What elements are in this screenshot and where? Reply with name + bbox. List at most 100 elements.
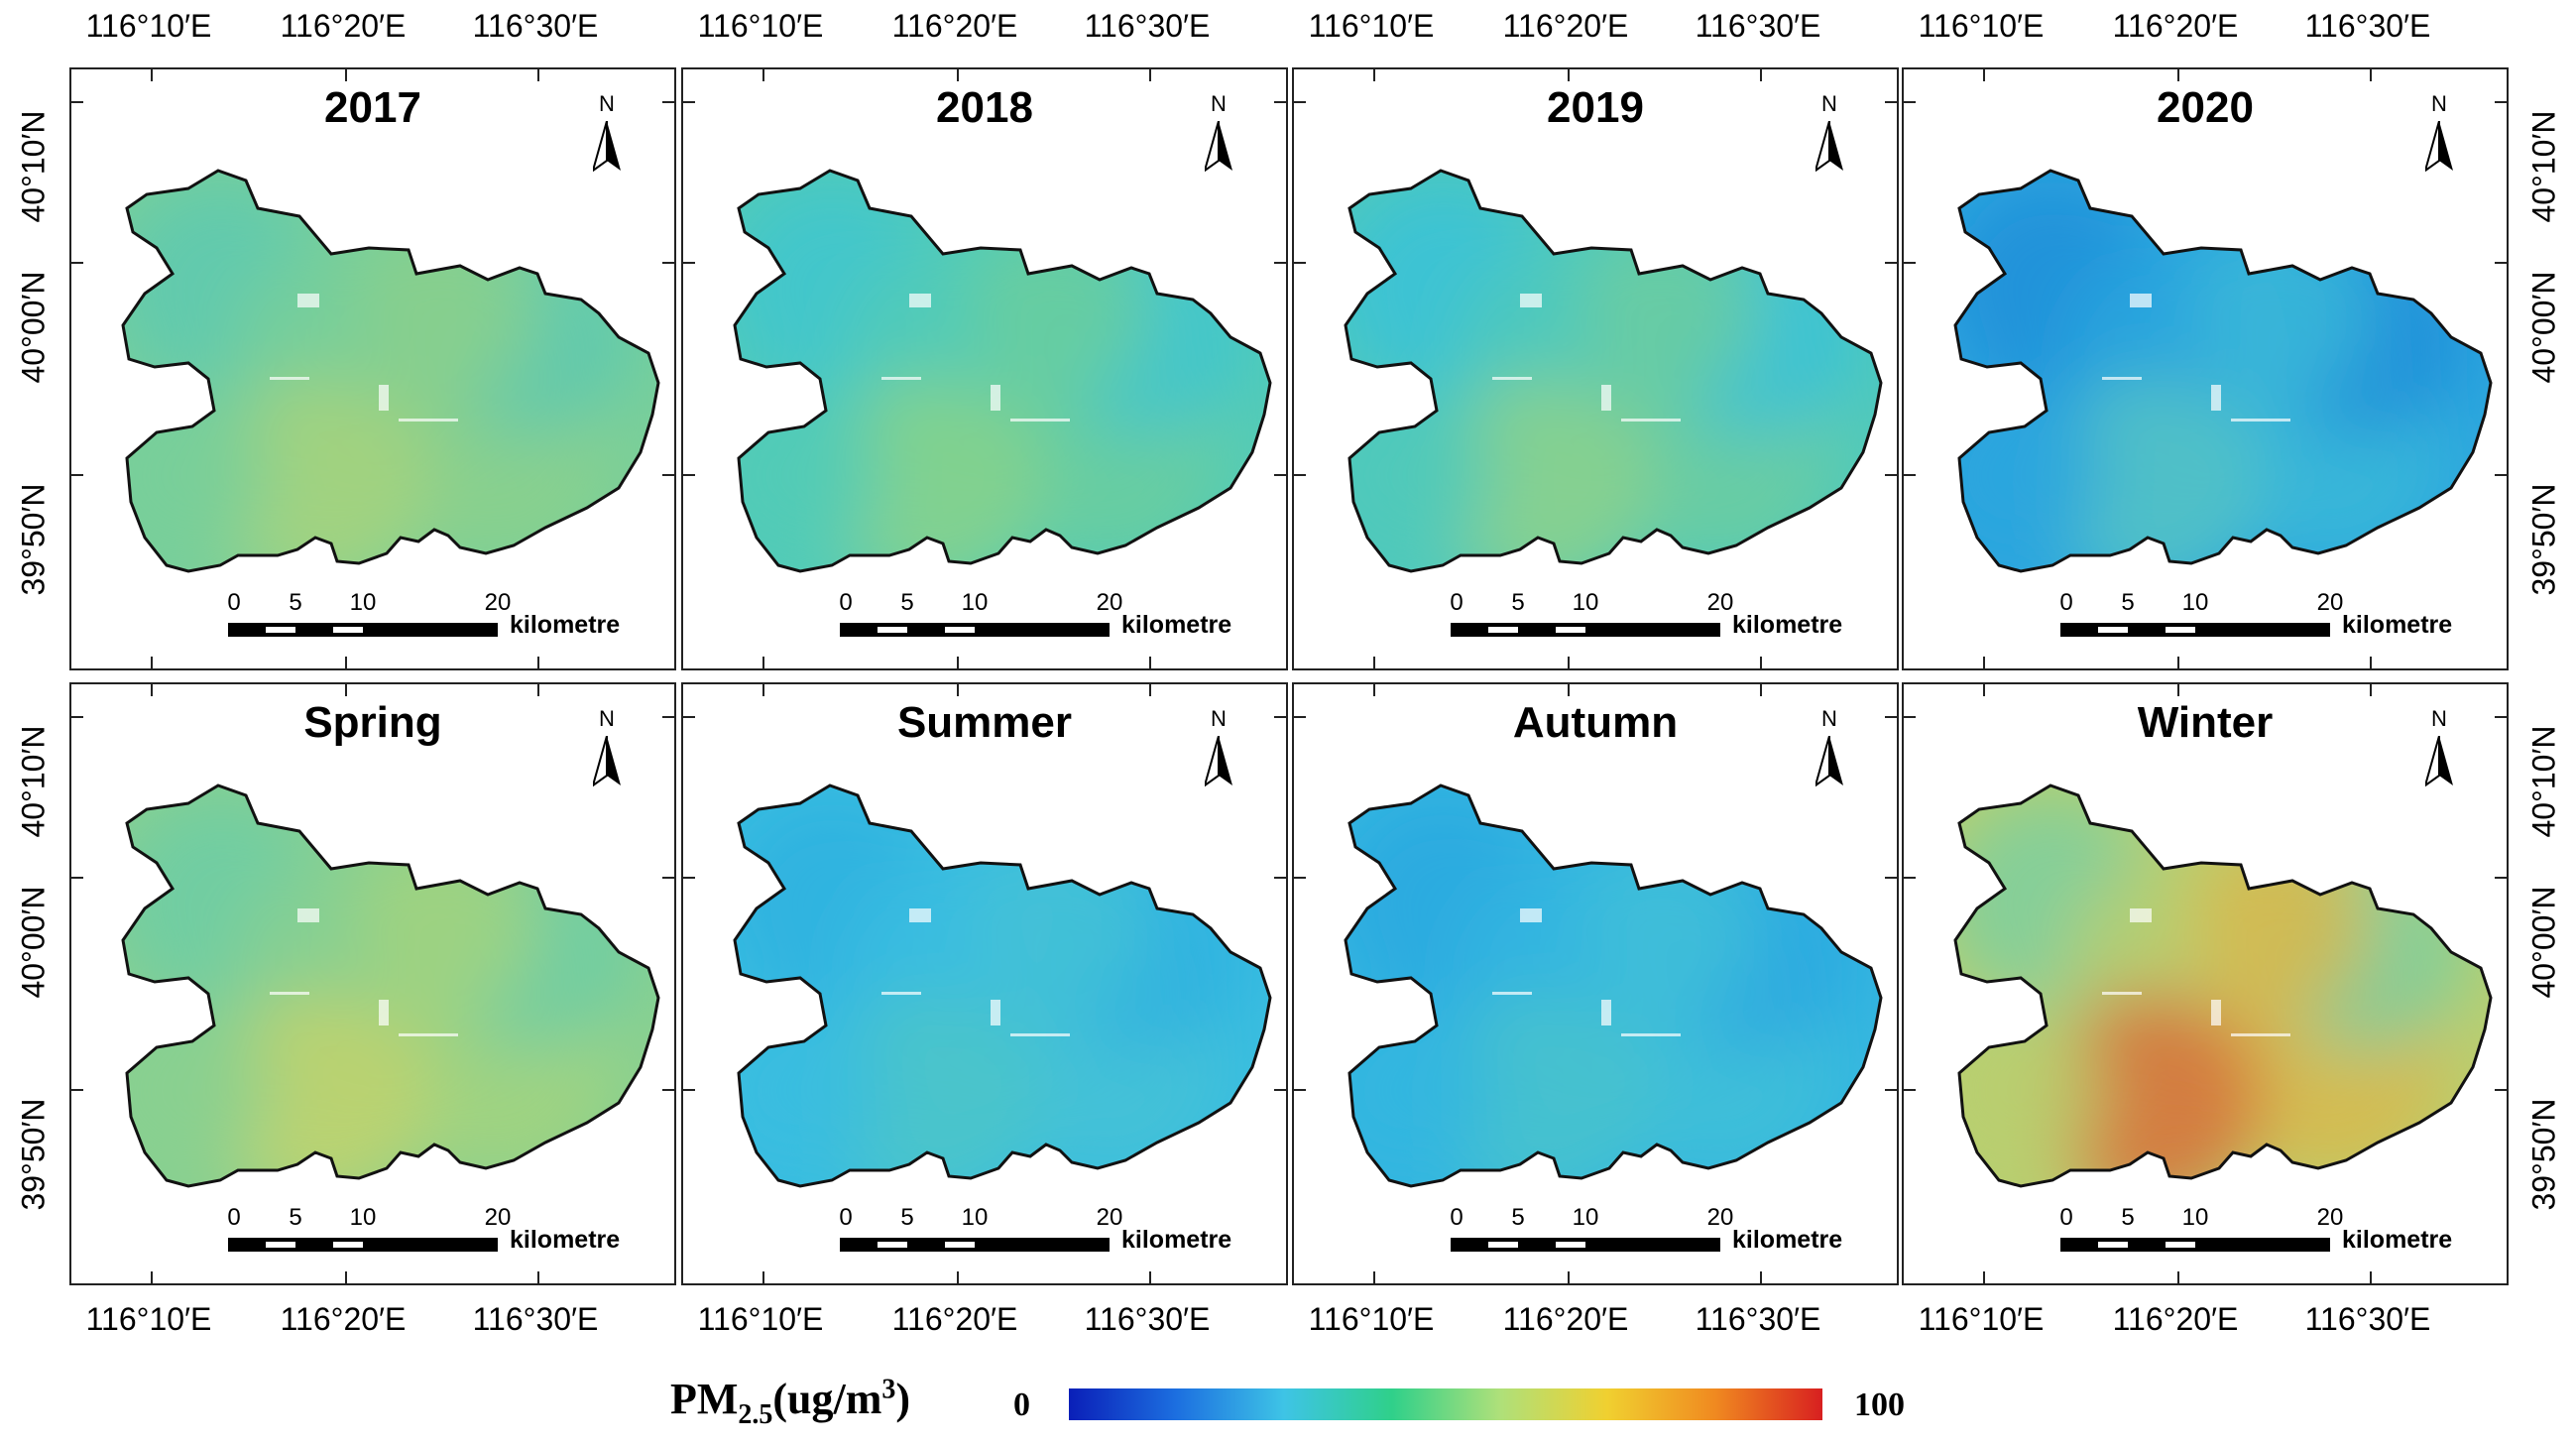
left-latitude-label: 40°10′N bbox=[15, 110, 52, 223]
legend-min-label: 0 bbox=[1013, 1387, 1030, 1423]
map-panel-winter: Winter N 0 5 10 20 kilometre bbox=[1902, 682, 2509, 1285]
top-longitude-label: 116°10′E bbox=[85, 8, 212, 44]
frame-tick bbox=[71, 474, 83, 476]
bottom-longitude-label: 116°30′E bbox=[472, 1301, 599, 1337]
scale-bar: 0 5 10 20 kilometre bbox=[227, 1204, 620, 1254]
scale-tick-label: 10 bbox=[349, 589, 377, 616]
frame-tick bbox=[762, 69, 764, 81]
frame-tick bbox=[1149, 657, 1151, 668]
scale-tick-label: 5 bbox=[900, 589, 914, 616]
frame-tick bbox=[1274, 262, 1286, 264]
frame-tick bbox=[1568, 684, 1570, 696]
frame-tick bbox=[1760, 657, 1762, 668]
frame-tick bbox=[1904, 877, 1916, 879]
top-longitude-label: 116°10′E bbox=[697, 8, 824, 44]
frame-tick bbox=[1885, 877, 1897, 879]
scale-tick-label: 0 bbox=[2059, 589, 2073, 616]
frame-tick bbox=[2177, 684, 2179, 696]
frame-tick bbox=[662, 877, 674, 879]
frame-tick bbox=[2370, 1271, 2372, 1283]
frame-tick bbox=[2495, 474, 2507, 476]
north-arrow-icon: N bbox=[2419, 91, 2459, 190]
scale-unit-label: kilometre bbox=[510, 611, 621, 639]
north-label: N bbox=[1821, 706, 1837, 731]
panel-title: Summer bbox=[896, 698, 1073, 747]
panel-title: 2020 bbox=[2157, 83, 2254, 132]
frame-tick bbox=[1885, 716, 1897, 718]
scale-tick-label: 0 bbox=[227, 589, 241, 616]
frame-tick bbox=[957, 684, 959, 696]
frame-tick bbox=[1885, 101, 1897, 103]
scale-tick-label: 5 bbox=[289, 589, 302, 616]
region-boundary bbox=[1344, 784, 1883, 1188]
scale-unit-label: kilometre bbox=[510, 1226, 621, 1254]
top-longitude-label: 116°30′E bbox=[1084, 8, 1211, 44]
frame-tick bbox=[1373, 684, 1375, 696]
frame-tick bbox=[345, 1271, 347, 1283]
region-map bbox=[1953, 784, 2493, 1188]
frame-tick bbox=[2370, 69, 2372, 81]
right-latitude-label: 40°00′N bbox=[2525, 271, 2562, 384]
bottom-longitude-label: 116°30′E bbox=[1084, 1301, 1211, 1337]
scale-tick-label: 5 bbox=[1511, 1204, 1525, 1231]
north-label: N bbox=[2431, 706, 2447, 731]
frame-tick bbox=[151, 69, 153, 81]
frame-tick bbox=[1294, 101, 1306, 103]
north-label: N bbox=[1211, 706, 1227, 731]
bottom-longitude-label: 116°20′E bbox=[891, 1301, 1018, 1337]
scale-tick-label: 5 bbox=[1511, 589, 1525, 616]
north-label: N bbox=[1211, 91, 1227, 116]
scale-bar: 0 5 10 20 kilometre bbox=[1450, 1204, 1842, 1254]
frame-tick bbox=[683, 1089, 695, 1091]
top-longitude-label: 116°20′E bbox=[2112, 8, 2239, 44]
frame-tick bbox=[957, 69, 959, 81]
frame-tick bbox=[71, 877, 83, 879]
frame-tick bbox=[1294, 877, 1306, 879]
scale-tick-label: 0 bbox=[227, 1204, 241, 1231]
frame-tick bbox=[1149, 1271, 1151, 1283]
scale-tick-label: 0 bbox=[2059, 1204, 2073, 1231]
scale-tick-label: 20 bbox=[1706, 1204, 1734, 1231]
scale-tick-label: 10 bbox=[1572, 1204, 1599, 1231]
scale-bar: 0 5 10 20 kilometre bbox=[2059, 1204, 2452, 1254]
frame-tick bbox=[683, 474, 695, 476]
frame-tick bbox=[2495, 877, 2507, 879]
top-longitude-label: 116°10′E bbox=[1918, 8, 2045, 44]
region-map bbox=[733, 169, 1272, 573]
top-longitude-label: 116°10′E bbox=[1308, 8, 1435, 44]
frame-tick bbox=[1274, 101, 1286, 103]
frame-tick bbox=[1983, 657, 1985, 668]
map-panel-2020: 2020 N 0 5 10 20 kilometre bbox=[1902, 67, 2509, 670]
frame-tick bbox=[683, 101, 695, 103]
frame-tick bbox=[1983, 1271, 1985, 1283]
frame-tick bbox=[1373, 657, 1375, 668]
panel-title: 2018 bbox=[936, 83, 1033, 132]
frame-tick bbox=[1760, 1271, 1762, 1283]
frame-tick bbox=[683, 716, 695, 718]
frame-tick bbox=[2370, 684, 2372, 696]
region-map bbox=[733, 784, 1272, 1188]
frame-tick bbox=[1983, 69, 1985, 81]
panel-title: Autumn bbox=[1512, 698, 1679, 747]
north-arrow-icon: N bbox=[1199, 91, 1238, 190]
frame-tick bbox=[345, 69, 347, 81]
frame-tick bbox=[762, 657, 764, 668]
right-latitude-label: 40°00′N bbox=[2525, 886, 2562, 999]
scale-tick-label: 10 bbox=[961, 589, 989, 616]
scale-tick-label: 5 bbox=[289, 1204, 302, 1231]
north-arrow-icon: N bbox=[2419, 706, 2459, 805]
frame-tick bbox=[1885, 474, 1897, 476]
scale-tick-label: 5 bbox=[2121, 589, 2135, 616]
frame-tick bbox=[662, 716, 674, 718]
right-latitude-label: 40°10′N bbox=[2525, 725, 2562, 838]
frame-tick bbox=[1904, 262, 1916, 264]
region-map bbox=[1344, 784, 1883, 1188]
map-panel-autumn: Autumn N 0 5 10 20 kilometre bbox=[1292, 682, 1899, 1285]
frame-tick bbox=[1568, 657, 1570, 668]
frame-tick bbox=[1885, 1089, 1897, 1091]
top-longitude-label: 116°30′E bbox=[1695, 8, 1821, 44]
map-panel-2019: 2019 N 0 5 10 20 kilometre bbox=[1292, 67, 1899, 670]
scale-bar: 0 5 10 20 kilometre bbox=[1450, 589, 1842, 639]
panel-title: 2019 bbox=[1547, 83, 1644, 132]
left-latitude-label: 40°00′N bbox=[15, 886, 52, 999]
